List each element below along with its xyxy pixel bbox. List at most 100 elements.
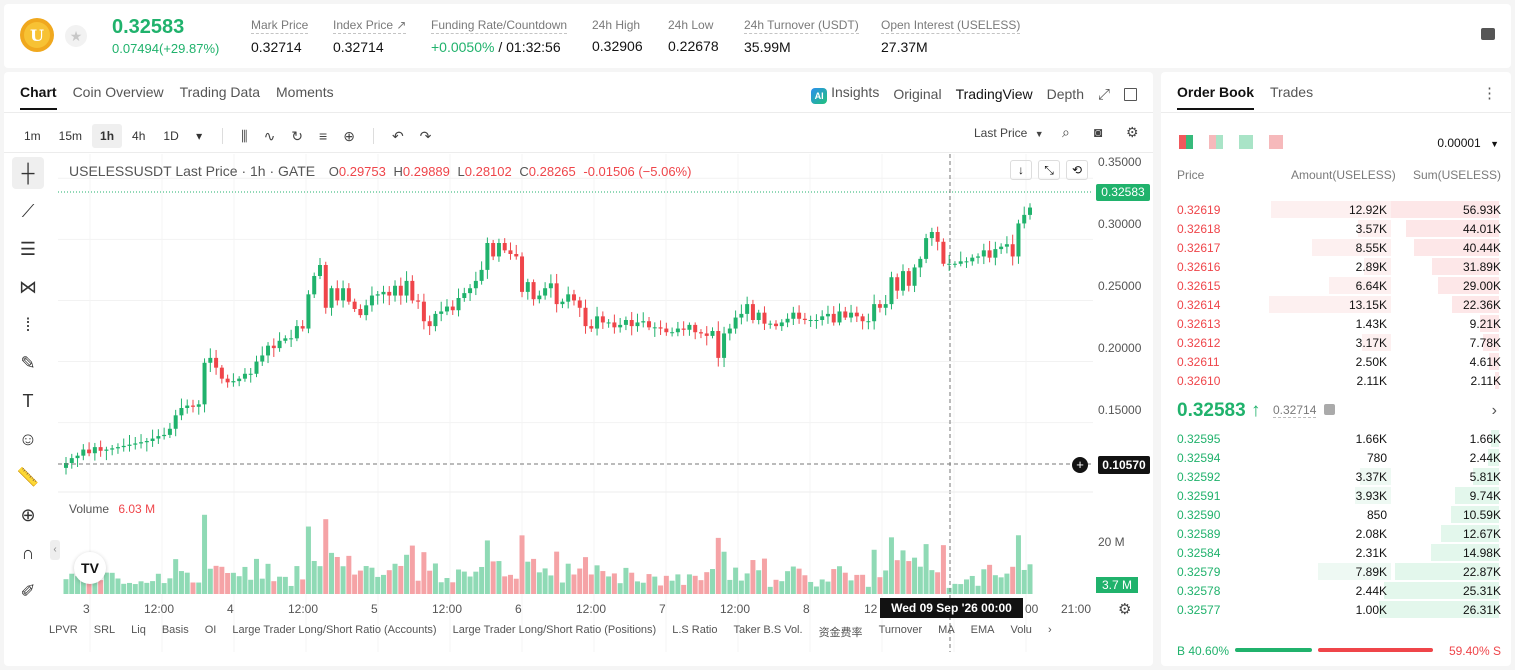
chevron-right-icon[interactable]: › <box>1491 402 1497 419</box>
pattern-icon[interactable]: ⋈ <box>19 276 37 297</box>
camera-icon[interactable]: ◙ <box>1094 124 1103 140</box>
ask-row[interactable]: 0.32616 2.89K 31.89K <box>1161 257 1511 276</box>
indicator-lpvr[interactable]: LPVR <box>49 624 78 636</box>
interval-1h[interactable]: 1h <box>92 124 123 148</box>
indicator-ma[interactable]: MA <box>938 624 955 636</box>
pencil-icon[interactable]: ✐ <box>20 580 36 601</box>
ask-row[interactable]: 0.32610 2.11K 2.11K <box>1161 371 1511 390</box>
ask-row[interactable]: 0.32619 12.92K 56.93K <box>1161 200 1511 219</box>
stat-funding-rate[interactable]: Funding Rate/Countdown +0.0050% / 01:32:… <box>431 18 568 55</box>
magnet-icon[interactable]: ∩ <box>21 542 35 563</box>
bid-row[interactable]: 0.32591 3.93K 9.74K <box>1161 486 1511 505</box>
crosshair-icon[interactable]: ┼ <box>12 157 44 189</box>
precision-select[interactable]: 0.00001 ▼ <box>1437 136 1499 150</box>
settings-icon[interactable]: ⚙ <box>1118 601 1132 618</box>
ask-row[interactable]: 0.32613 1.43K 9.21K <box>1161 314 1511 333</box>
redo-icon[interactable]: ↷ <box>419 127 432 144</box>
bid-row[interactable]: 0.32590 850 10.59K <box>1161 505 1511 524</box>
tab-trading-data[interactable]: Trading Data <box>179 84 261 100</box>
bid-row[interactable]: 0.32594 780 2.44K <box>1161 448 1511 467</box>
bid-row[interactable]: 0.32579 7.89K 22.87K <box>1161 562 1511 581</box>
book-icon[interactable] <box>1481 28 1495 40</box>
bid-row[interactable]: 0.32589 2.08K 12.67K <box>1161 524 1511 543</box>
indicator-turnover[interactable]: Turnover <box>878 624 923 636</box>
ask-row[interactable]: 0.32611 2.50K 4.61K <box>1161 352 1511 371</box>
candle-type-icon[interactable]: ⫼ <box>241 127 248 144</box>
price-source-select[interactable]: Last Price ▼ <box>974 126 1044 140</box>
emoji-icon[interactable]: ☺ <box>18 428 38 449</box>
trendline-icon[interactable]: ⟋ <box>21 200 35 221</box>
more-icon[interactable]: ⋮ <box>1482 85 1497 102</box>
layout-both-icon[interactable] <box>1179 135 1193 149</box>
ask-row[interactable]: 0.32612 3.17K 7.78K <box>1161 333 1511 352</box>
indicator-ls-accounts[interactable]: Large Trader Long/Short Ratio (Accounts) <box>232 624 437 636</box>
tradingview-logo-icon[interactable]: TV <box>74 552 106 584</box>
interval-1m[interactable]: 1m <box>24 129 41 143</box>
bid-row[interactable]: 0.32577 1.00K 26.31K <box>1161 600 1511 619</box>
indicator-volume[interactable]: Volu <box>1010 624 1032 636</box>
tab-order-book[interactable]: Order Book <box>1177 84 1255 110</box>
layout-bids-icon[interactable] <box>1239 135 1253 149</box>
stat-mark-price[interactable]: Mark Price 0.32714 <box>251 18 309 55</box>
indicator-oi[interactable]: OI <box>204 624 217 636</box>
indicator-srl[interactable]: SRL <box>93 624 116 636</box>
reset-icon[interactable]: ⟲ <box>1066 160 1088 180</box>
tab-chart[interactable]: Chart <box>20 84 57 110</box>
interval-1d[interactable]: 1D ▾ <box>163 129 203 143</box>
window-icon[interactable] <box>1124 87 1137 101</box>
indicator-basis[interactable]: Basis <box>161 624 189 636</box>
brush-icon[interactable]: ✎ <box>20 352 36 373</box>
layout-compact-icon[interactable] <box>1209 135 1223 149</box>
indicator-ema[interactable]: EMA <box>970 624 995 636</box>
x-tick: 7 <box>659 602 666 616</box>
stat-open-interest[interactable]: Open Interest (USELESS) 27.37M <box>881 18 1021 55</box>
add-alert-icon[interactable]: + <box>1072 457 1088 473</box>
indicator-taker-vol[interactable]: Taker B.S Vol. <box>733 624 803 636</box>
tab-tradingview[interactable]: TradingView <box>955 86 1033 102</box>
indicator-funding[interactable]: 资金费率 <box>818 627 863 639</box>
volume-bar <box>317 566 323 594</box>
interval-4h[interactable]: 4h <box>132 129 146 143</box>
arrow-down-icon[interactable]: ↓ <box>1010 160 1032 180</box>
ruler-icon[interactable]: 📏 <box>16 466 40 487</box>
gear-icon[interactable]: ⚙ <box>1126 124 1139 140</box>
ask-row[interactable]: 0.32615 6.64K 29.00K <box>1161 276 1511 295</box>
projection-icon[interactable]: ⁞ <box>25 314 31 335</box>
indicator-ls-positions[interactable]: Large Trader Long/Short Ratio (Positions… <box>452 624 657 636</box>
layout-asks-icon[interactable] <box>1269 135 1283 149</box>
tab-moments[interactable]: Moments <box>276 84 334 100</box>
favorite-star-icon[interactable]: ★ <box>65 25 87 47</box>
tab-trades[interactable]: Trades <box>1270 84 1314 100</box>
search-icon[interactable]: ⌕ <box>1062 124 1070 140</box>
undo-icon[interactable]: ↶ <box>391 127 404 144</box>
templates-icon[interactable]: ≡ <box>319 128 328 144</box>
indicator-liq[interactable]: Liq <box>131 624 146 636</box>
candlestick-chart[interactable] <box>58 154 1093 652</box>
interval-15m[interactable]: 15m <box>58 129 83 143</box>
bid-row[interactable]: 0.32578 2.44K 25.31K <box>1161 581 1511 600</box>
indicator-ls-ratio[interactable]: L.S Ratio <box>672 624 718 636</box>
stat-index-price[interactable]: Index Price ↗ 0.32714 <box>333 18 407 55</box>
zoom-in-icon[interactable]: ⊕ <box>20 504 36 525</box>
row-sum: 10.59K <box>1462 508 1501 522</box>
tab-coin-overview[interactable]: Coin Overview <box>72 84 164 100</box>
add-plugin-icon[interactable]: ⊕ <box>343 127 355 144</box>
ask-row[interactable]: 0.32617 8.55K 40.44K <box>1161 238 1511 257</box>
collapse-icon[interactable]: ⤡ <box>1038 160 1060 180</box>
tab-insights[interactable]: AI Insights <box>811 84 879 104</box>
indicators-icon[interactable]: ∿ <box>263 127 276 144</box>
tab-depth[interactable]: Depth <box>1046 86 1084 102</box>
bid-row[interactable]: 0.32592 3.37K 5.81K <box>1161 467 1511 486</box>
expand-icon[interactable]: ⤢ <box>1097 85 1110 103</box>
replay-icon[interactable]: ↻ <box>291 127 304 144</box>
text-icon[interactable]: T <box>22 390 34 411</box>
bid-row[interactable]: 0.32595 1.66K 1.66K <box>1161 429 1511 448</box>
ask-row[interactable]: 0.32618 3.57K 44.01K <box>1161 219 1511 238</box>
chevron-right-icon[interactable]: › <box>1047 624 1052 636</box>
bid-row[interactable]: 0.32584 2.31K 14.98K <box>1161 543 1511 562</box>
tab-original[interactable]: Original <box>893 86 942 102</box>
collapse-sidebar-icon[interactable]: ‹ <box>50 540 60 560</box>
ask-row[interactable]: 0.32614 13.15K 22.36K <box>1161 295 1511 314</box>
fib-icon[interactable]: ☰ <box>19 238 37 259</box>
stat-24h-turnover[interactable]: 24h Turnover (USDT) 35.99M <box>744 18 859 55</box>
